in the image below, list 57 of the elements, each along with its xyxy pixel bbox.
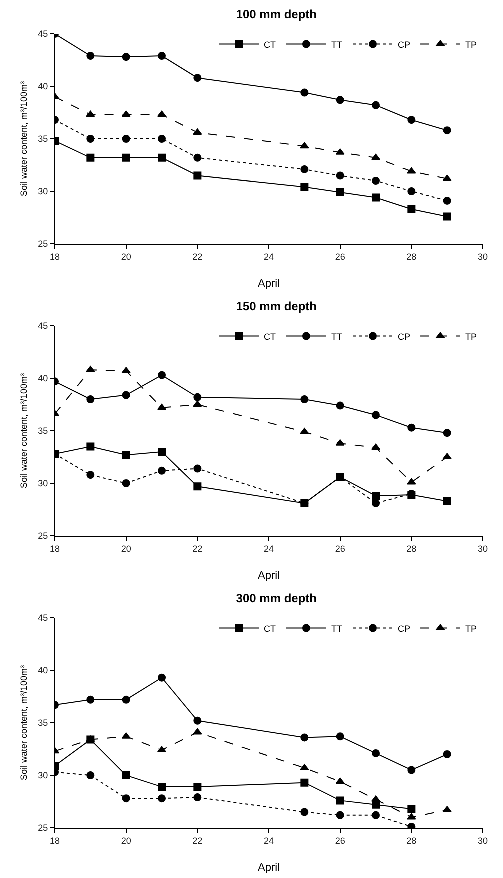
chart-title: 100 mm depth — [236, 8, 317, 22]
y-tick-label: 30 — [38, 770, 48, 781]
y-tick-label: 25 — [38, 823, 48, 834]
y-tick-label: 40 — [38, 666, 48, 676]
y-tick-label: 45 — [38, 29, 48, 40]
legend-label: TP — [466, 332, 478, 342]
legend-label: TP — [466, 40, 478, 50]
y-axis-title: Soil water content, m³/100m³ — [19, 81, 29, 197]
x-tick-label: 24 — [264, 544, 274, 554]
x-tick-label: 18 — [50, 252, 60, 262]
y-axis-title: Soil water content, m³/100m³ — [19, 665, 29, 781]
x-tick-label: 28 — [406, 836, 417, 846]
legend-label: TT — [332, 624, 343, 634]
y-tick-label: 35 — [38, 134, 48, 144]
legend-label: TP — [466, 624, 478, 634]
y-tick-label: 35 — [38, 426, 48, 436]
x-axis-title: April — [258, 278, 280, 290]
y-axis-title: Soil water content, m³/100m³ — [19, 373, 29, 489]
y-tick-label: 40 — [38, 82, 48, 92]
chart-title: 300 mm depth — [236, 592, 317, 606]
legend-label: CP — [398, 624, 411, 634]
legend-label: TT — [332, 40, 343, 50]
y-tick-label: 30 — [38, 478, 48, 489]
y-tick-label: 45 — [38, 321, 48, 332]
x-tick-label: 24 — [264, 836, 274, 846]
legend-label: CP — [398, 40, 411, 50]
x-tick-label: 28 — [406, 544, 417, 554]
x-tick-label: 26 — [335, 836, 346, 846]
y-tick-label: 25 — [38, 531, 48, 542]
y-tick-label: 40 — [38, 374, 48, 384]
x-tick-label: 22 — [192, 544, 203, 554]
x-tick-label: 20 — [121, 252, 132, 262]
x-tick-label: 30 — [478, 252, 488, 262]
x-tick-label: 26 — [335, 544, 346, 554]
x-tick-label: 26 — [335, 252, 346, 262]
x-tick-label: 20 — [121, 836, 132, 846]
legend-label: CP — [398, 332, 411, 342]
y-tick-label: 30 — [38, 186, 48, 197]
y-tick-label: 35 — [38, 718, 48, 728]
x-tick-label: 24 — [264, 252, 274, 262]
chart-title: 150 mm depth — [236, 300, 317, 314]
x-tick-label: 22 — [192, 252, 203, 262]
y-tick-label: 45 — [38, 613, 48, 624]
x-axis-title: April — [258, 862, 280, 874]
legend-label: CT — [264, 332, 276, 342]
x-tick-label: 20 — [121, 544, 132, 554]
y-tick-label: 25 — [38, 239, 48, 250]
legend-label: TT — [332, 332, 343, 342]
x-tick-label: 28 — [406, 252, 417, 262]
x-tick-label: 30 — [478, 836, 488, 846]
x-tick-label: 22 — [192, 836, 203, 846]
x-axis-title: April — [258, 570, 280, 582]
x-tick-label: 30 — [478, 544, 488, 554]
x-tick-label: 18 — [50, 544, 60, 554]
legend-label: CT — [264, 624, 276, 634]
x-tick-label: 18 — [50, 836, 60, 846]
legend-label: CT — [264, 40, 276, 50]
